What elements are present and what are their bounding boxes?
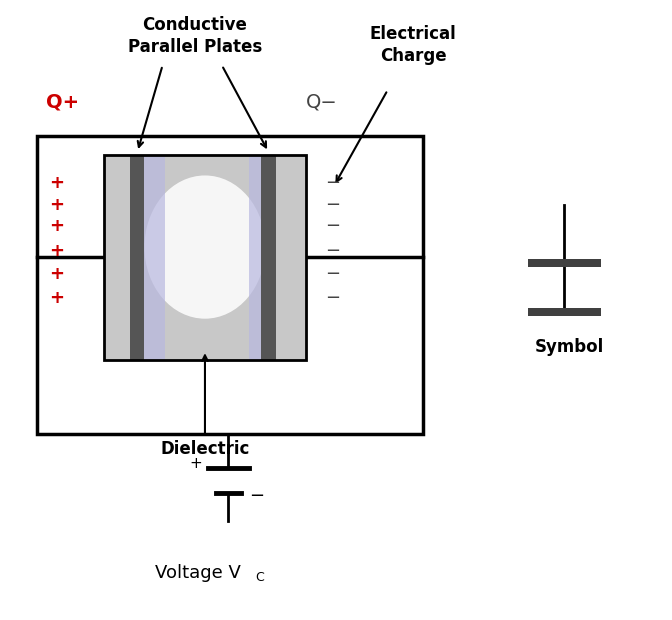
Text: −: − <box>325 265 340 283</box>
Text: +: + <box>190 456 202 471</box>
Bar <box>104 155 306 360</box>
Bar <box>130 155 144 360</box>
Text: Dielectric: Dielectric <box>161 440 249 458</box>
Text: Conductive
Parallel Plates: Conductive Parallel Plates <box>128 16 262 56</box>
Bar <box>249 155 269 360</box>
Ellipse shape <box>144 175 265 319</box>
Bar <box>528 308 601 316</box>
Text: +: + <box>50 195 65 214</box>
Bar <box>37 136 423 434</box>
Text: Symbol: Symbol <box>535 338 605 356</box>
Bar <box>144 155 165 360</box>
Bar <box>528 259 601 267</box>
Text: +: + <box>50 265 65 283</box>
Text: −: − <box>325 217 340 236</box>
Text: Electrical
Charge: Electrical Charge <box>370 25 457 65</box>
Text: C: C <box>255 572 264 584</box>
Text: −: − <box>325 195 340 214</box>
Text: +: + <box>50 174 65 192</box>
Text: Voltage V: Voltage V <box>155 564 241 583</box>
Text: −: − <box>249 487 264 505</box>
Text: Q−: Q− <box>306 93 337 112</box>
Text: Q+: Q+ <box>46 93 79 112</box>
Text: +: + <box>50 217 65 236</box>
Bar <box>104 155 306 360</box>
Text: +: + <box>50 288 65 307</box>
Bar <box>261 155 276 360</box>
Text: +: + <box>50 242 65 260</box>
Text: −: − <box>325 288 340 307</box>
Text: −: − <box>325 174 340 192</box>
Text: −: − <box>325 242 340 260</box>
